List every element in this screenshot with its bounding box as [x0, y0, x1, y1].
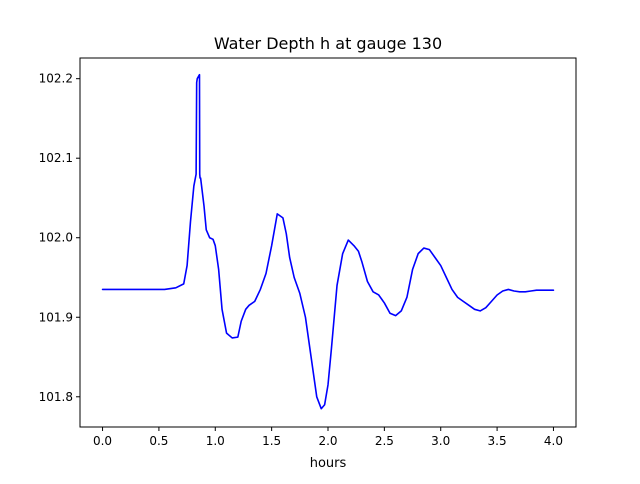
y-axis: 101.8 101.9 102.0 102.1 102.2 [39, 72, 80, 404]
y-tick-label: 102.2 [39, 72, 73, 86]
x-tick-label: 2.5 [375, 434, 394, 448]
y-tick-label: 102.1 [39, 151, 73, 165]
x-tick-label: 0.5 [149, 434, 168, 448]
plot-area [101, 73, 555, 410]
x-tick-label: 4.0 [544, 434, 563, 448]
y-tick-label: 101.8 [39, 390, 73, 404]
x-tick-label: 3.0 [431, 434, 450, 448]
series-line [101, 73, 555, 410]
y-tick-label: 101.9 [39, 310, 73, 324]
x-tick-label: 3.5 [488, 434, 507, 448]
x-tick-label: 1.5 [262, 434, 281, 448]
chart-title: Water Depth h at gauge 130 [214, 34, 442, 53]
x-tick-label: 0.0 [93, 434, 112, 448]
x-tick-label: 1.0 [206, 434, 225, 448]
x-axis-label: hours [310, 456, 347, 471]
y-tick-label: 102.0 [39, 231, 73, 245]
x-axis: 0.0 0.5 1.0 1.5 2.0 2.5 3.0 3.5 4.0 [93, 427, 563, 448]
x-tick-label: 2.0 [318, 434, 337, 448]
